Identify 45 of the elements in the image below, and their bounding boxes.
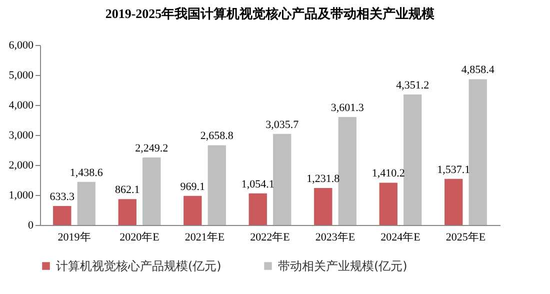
bar	[404, 94, 422, 225]
x-tick-label: 2025年E	[446, 232, 486, 244]
data-label: 3,601.3	[330, 102, 364, 114]
data-label: 1,231.8	[306, 173, 340, 186]
y-tick-label: 5,000	[8, 70, 34, 82]
x-tick-label: 2022年E	[250, 232, 290, 244]
bar	[338, 116, 356, 225]
data-label: 969.1	[180, 180, 206, 193]
bar	[118, 199, 136, 225]
data-label: 4,858.4	[461, 64, 495, 76]
bar	[314, 188, 332, 225]
data-label: 4,351.2	[396, 79, 430, 92]
bar	[77, 182, 96, 225]
data-label: 3,035.7	[266, 118, 300, 131]
x-tick-label: 2019年	[58, 232, 91, 244]
y-tick-label: 3,000	[8, 130, 34, 142]
bar	[273, 134, 292, 225]
y-tick-label: 4,000	[8, 100, 34, 112]
y-tick-label: 6,000	[8, 40, 34, 52]
x-tick-label: 2023年E	[315, 232, 356, 244]
bar	[248, 193, 267, 225]
bar	[208, 145, 226, 225]
data-label: 2,658.8	[200, 130, 234, 142]
data-label: 1,054.1	[241, 178, 274, 190]
data-label: 862.1	[115, 184, 140, 196]
bar	[379, 182, 398, 225]
data-label: 1,537.1	[437, 164, 470, 176]
bar	[184, 196, 202, 225]
bar	[444, 178, 463, 225]
bar	[142, 158, 161, 225]
x-tick-label: 2024年E	[380, 232, 421, 244]
data-label: 2,249.2	[135, 142, 168, 155]
x-tick-label: 2020年E	[120, 232, 160, 244]
data-label: 1,410.2	[372, 168, 405, 180]
chart-title: 2019-2025年我国计算机视觉核心产品及带动相关产业规模	[105, 6, 435, 21]
y-tick-label: 1,000	[8, 190, 34, 202]
legend-label: 计算机视觉核心产品规模(亿元)	[56, 259, 222, 273]
y-tick-label: 2,000	[8, 160, 34, 172]
legend-label: 带动相关产业规模(亿元)	[278, 259, 408, 273]
x-tick-label: 2021年E	[184, 232, 225, 244]
bar	[53, 206, 72, 225]
data-label: 1,438.6	[70, 166, 104, 179]
y-tick-label: 0	[28, 220, 34, 232]
data-label: 633.3	[50, 191, 76, 203]
bar	[468, 79, 487, 225]
